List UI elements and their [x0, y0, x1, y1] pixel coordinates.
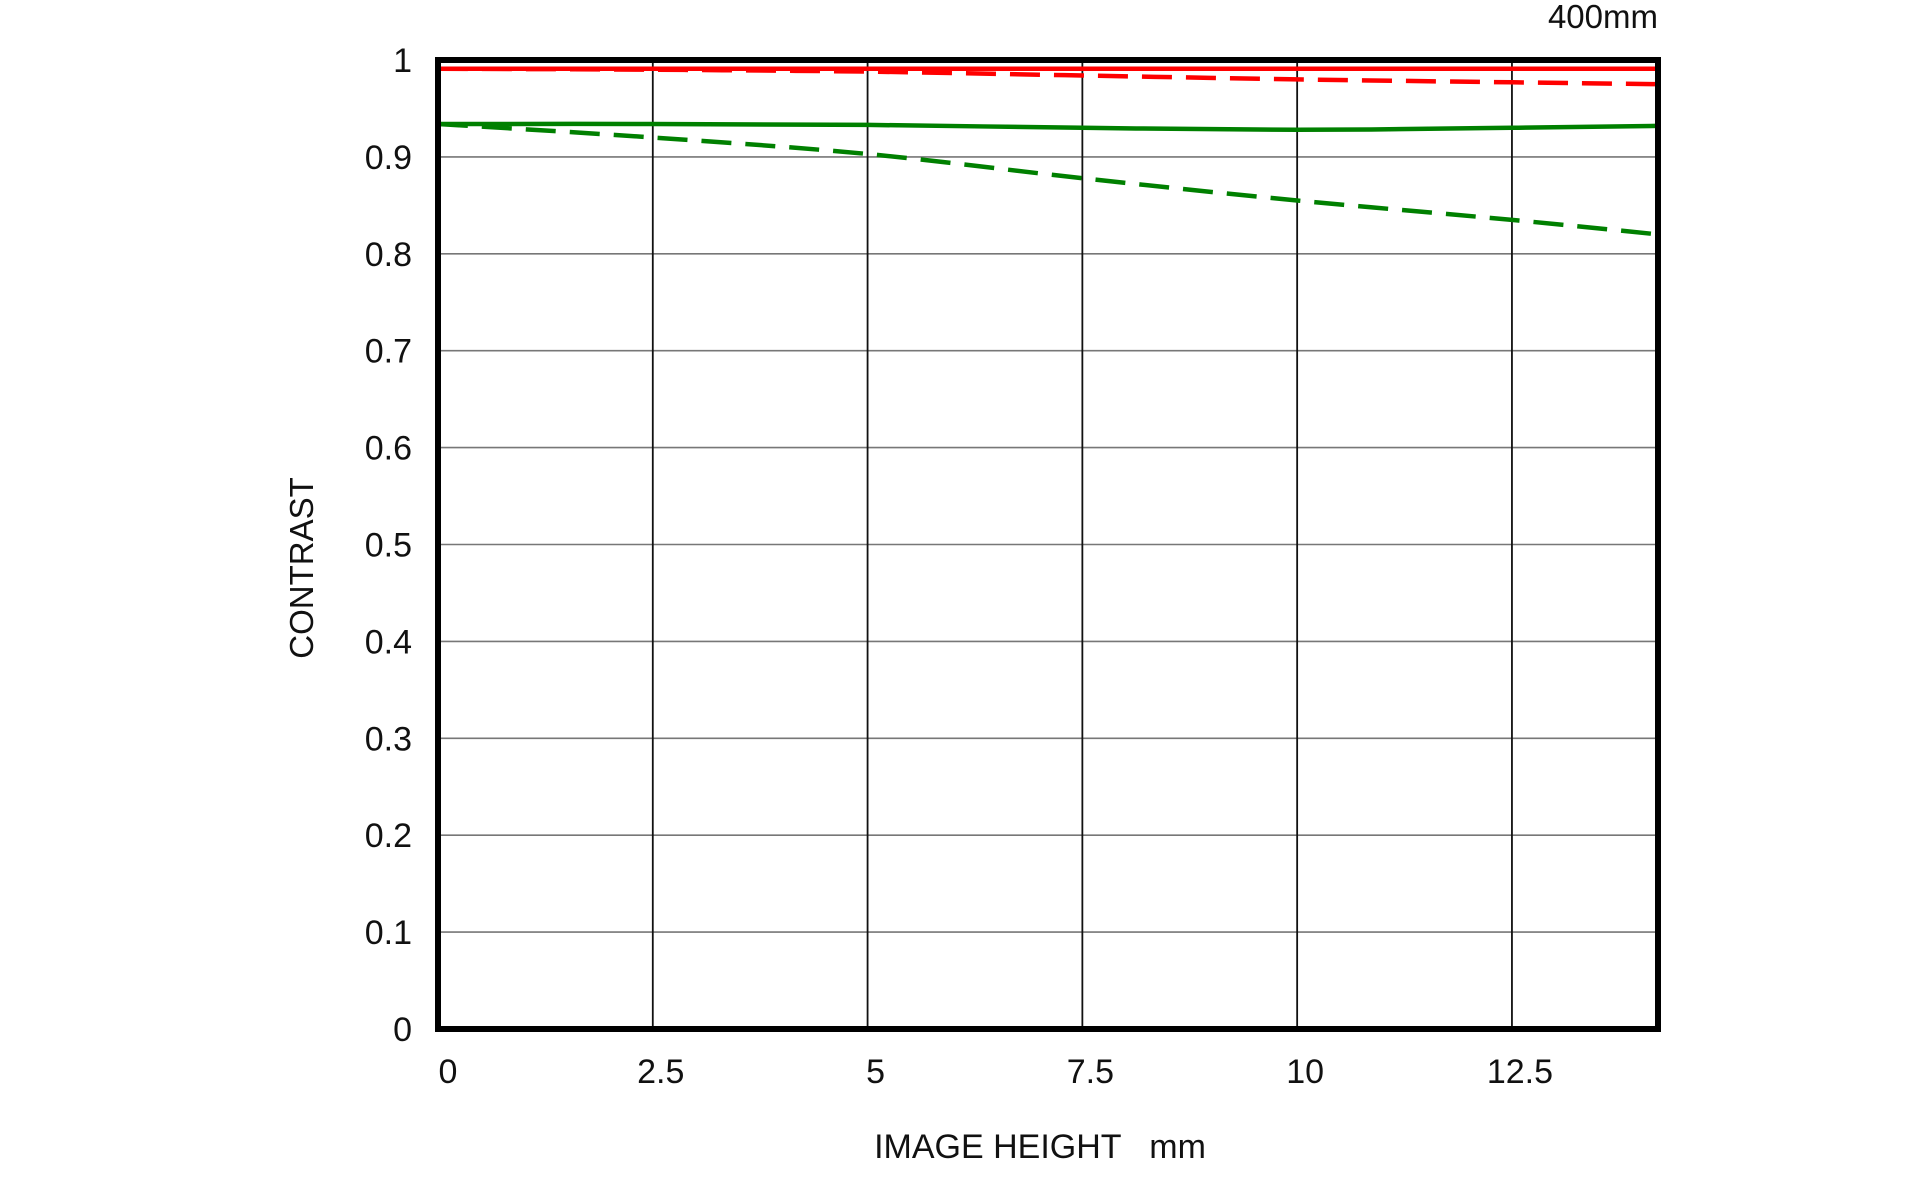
- x-tick-label: 5: [866, 1053, 885, 1091]
- x-tick-label: 12.5: [1487, 1053, 1553, 1091]
- y-tick-label: 0.3: [365, 720, 412, 758]
- y-tick-label: 0.8: [365, 236, 412, 274]
- series-layer: [437, 66, 1659, 237]
- y-tick-label: 0: [393, 1011, 412, 1049]
- y-tick-label: 0.1: [365, 914, 412, 952]
- chart-title: 400mm: [1548, 0, 1658, 35]
- y-axis-label: CONTRAST: [283, 477, 320, 659]
- series-line-ff0000-dashed: [437, 66, 1659, 87]
- grid: [437, 59, 1658, 1030]
- plot-frame: [435, 57, 1661, 1032]
- x-tick-labels: 0 2.5 5 7.5 10 12.5: [439, 1053, 1553, 1091]
- y-tick-labels: 0 0.1 0.2 0.3 0.4 0.5 0.6 0.7 0.8 0.9 1: [365, 42, 412, 1049]
- x-tick-label: 7.5: [1067, 1053, 1114, 1091]
- x-tick-label: 2.5: [637, 1053, 684, 1091]
- x-axis-label: IMAGE HEIGHT mm: [874, 1128, 1206, 1166]
- series-line-008000-dashed: [437, 121, 1659, 237]
- y-tick-label: 0.7: [365, 333, 412, 371]
- y-tick-label: 0.9: [365, 139, 412, 177]
- y-tick-label: 1: [393, 42, 412, 80]
- y-tick-label: 0.2: [365, 817, 412, 855]
- x-tick-label: 0: [439, 1053, 458, 1091]
- y-tick-label: 0.6: [365, 430, 412, 468]
- x-tick-label: 10: [1286, 1053, 1324, 1091]
- y-tick-label: 0.4: [365, 623, 412, 661]
- y-tick-label: 0.5: [365, 527, 412, 565]
- series-line-008000-solid: [437, 121, 1659, 133]
